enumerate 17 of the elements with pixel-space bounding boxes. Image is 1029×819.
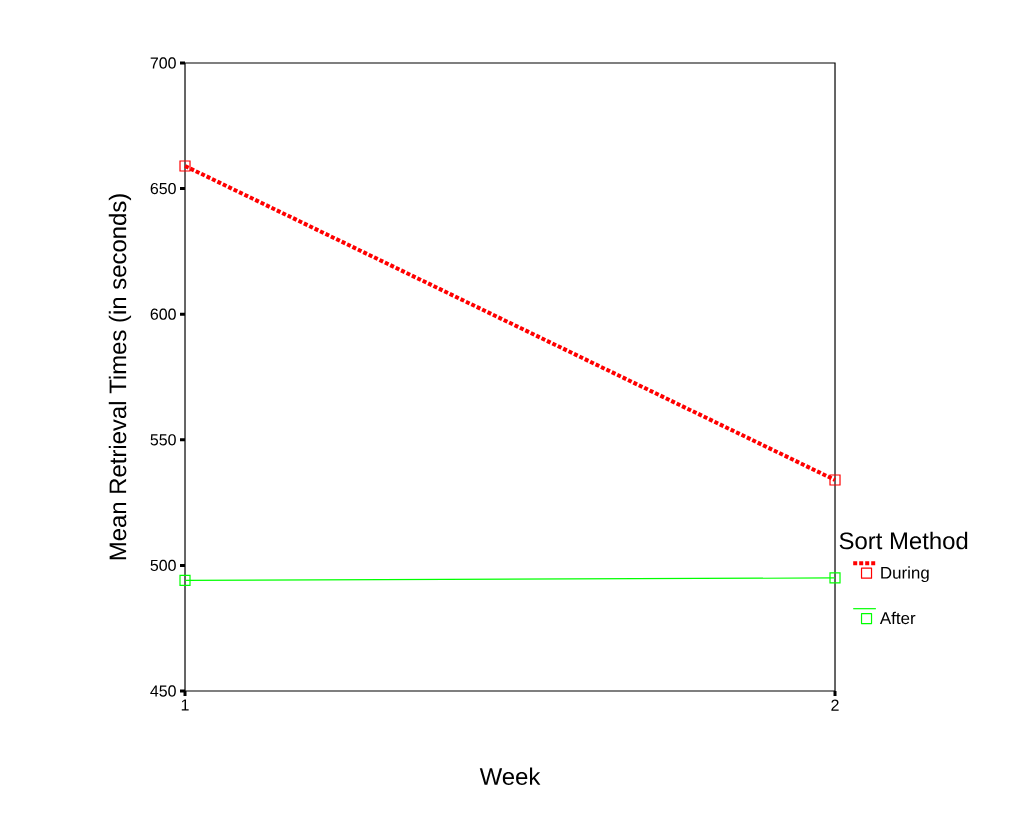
- y-tick-label: 650: [150, 182, 176, 195]
- point: [829, 474, 841, 486]
- legend-label: After: [879, 611, 916, 625]
- x-tick-label: 2: [831, 699, 839, 711]
- y-tick-label: 450: [150, 685, 176, 697]
- y-tick-label: 700: [150, 57, 176, 69]
- y-tick-label: 500: [150, 559, 176, 572]
- y-axis-title: Mean Retrieval Times (in seconds): [108, 194, 132, 560]
- legend-label: During: [881, 566, 929, 583]
- y-tick-label: 600: [150, 308, 176, 320]
- point: [179, 574, 191, 587]
- point: [179, 160, 191, 172]
- legend-title: Sort Method: [839, 531, 968, 550]
- y-tick-label: 550: [150, 434, 176, 446]
- point: [829, 572, 841, 584]
- x-axis-title: Week: [479, 767, 541, 786]
- x-tick-label: 1: [181, 699, 189, 711]
